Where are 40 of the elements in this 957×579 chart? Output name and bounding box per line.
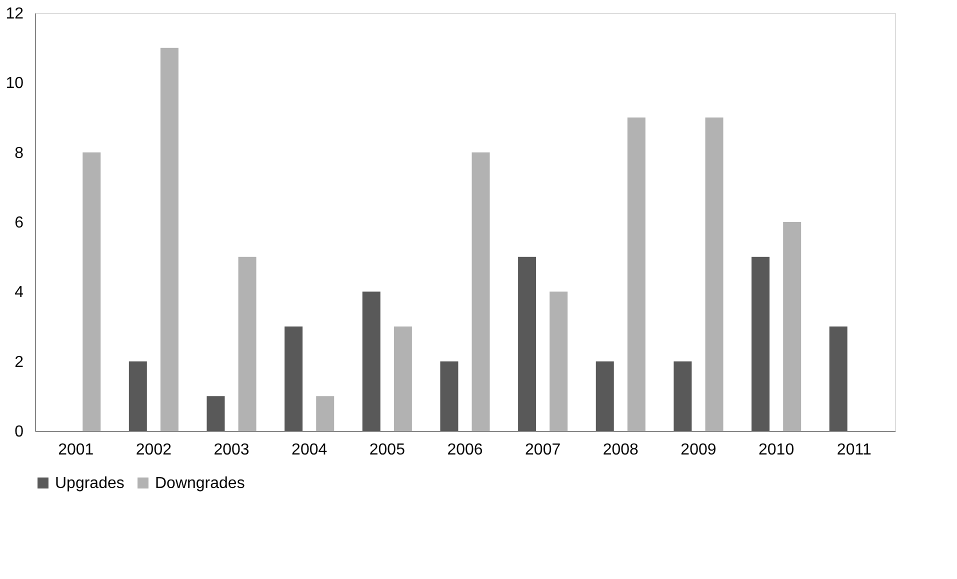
bar [362,292,380,431]
bar [160,48,178,431]
x-tick-label: 2011 [836,442,872,458]
y-tick-label: 8 [14,144,24,162]
legend-label: Upgrades [55,475,124,492]
bar [82,152,101,431]
y-tick-label: 0 [14,424,24,440]
x-tick-label: 2001 [58,442,94,458]
y-tick-label: 10 [6,75,24,92]
bar [752,256,770,431]
bar [705,118,724,431]
bar [238,256,256,431]
bar [829,326,848,431]
bar [128,361,147,431]
x-tick-label: 2007 [525,442,561,458]
x-tick-label: 2004 [292,442,328,458]
bar [550,292,568,431]
bar [284,326,303,431]
bar [440,361,458,431]
y-tick-label: 6 [14,214,24,232]
bar [783,222,802,431]
y-tick-label: 2 [14,354,24,371]
bar [206,396,225,431]
y-tick-label: 12 [6,6,24,22]
x-tick-label: 2010 [758,442,794,458]
x-tick-label: 2003 [214,442,250,458]
x-tick-label: 2009 [680,442,716,458]
x-tick-label: 2002 [136,442,172,458]
y-tick-label: 4 [14,284,24,302]
bar [394,326,412,431]
x-tick-label: 2005 [369,442,406,458]
legend-label: Downgrades [155,475,245,492]
bar [674,361,692,431]
x-tick-label: 2008 [602,442,639,458]
bar [316,396,334,431]
bar [596,361,614,431]
bar [627,118,646,431]
x-tick-label: 2006 [447,442,483,458]
bar [472,152,490,431]
bar [518,256,536,431]
